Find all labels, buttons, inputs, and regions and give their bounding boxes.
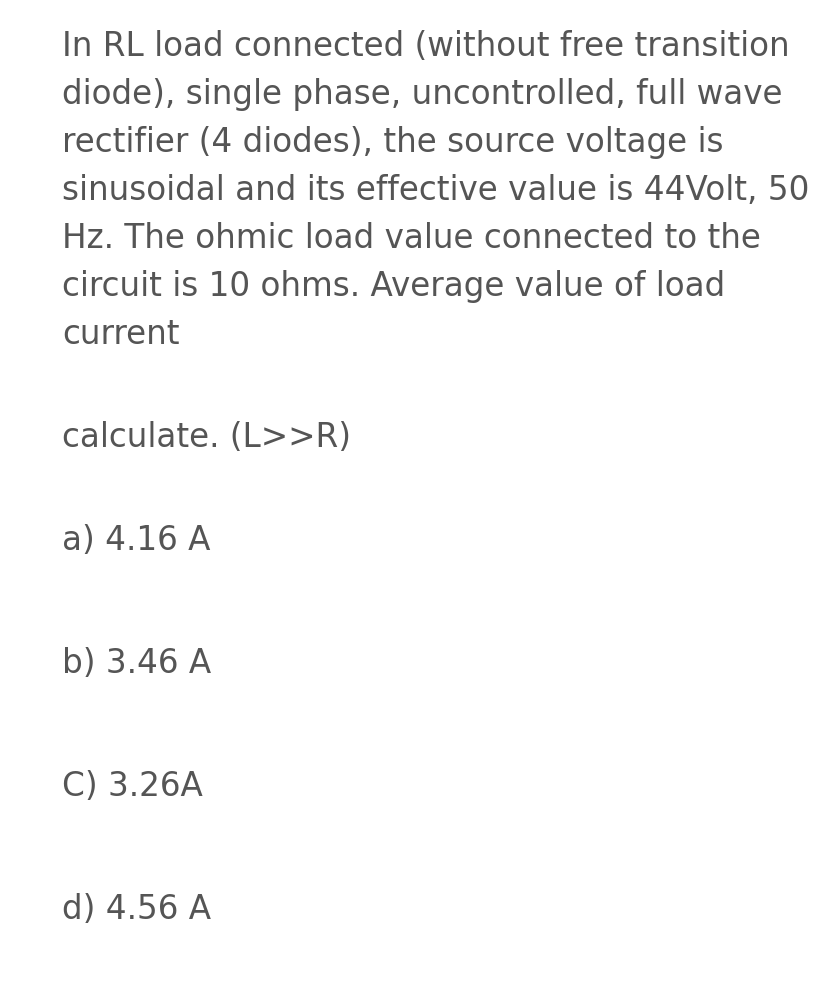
- Text: In RL load connected (without free transition: In RL load connected (without free trans…: [62, 30, 789, 63]
- Text: sinusoidal and its effective value is 44Volt, 50: sinusoidal and its effective value is 44…: [62, 174, 809, 207]
- Text: b) 3.46 A: b) 3.46 A: [62, 647, 211, 680]
- Text: rectifier (4 diodes), the source voltage is: rectifier (4 diodes), the source voltage…: [62, 126, 723, 159]
- Text: d) 4.56 A: d) 4.56 A: [62, 893, 211, 926]
- Text: C) 3.26A: C) 3.26A: [62, 770, 203, 803]
- Text: diode), single phase, uncontrolled, full wave: diode), single phase, uncontrolled, full…: [62, 78, 782, 111]
- Text: Hz. The ohmic load value connected to the: Hz. The ohmic load value connected to th…: [62, 222, 760, 255]
- Text: circuit is 10 ohms. Average value of load: circuit is 10 ohms. Average value of loa…: [62, 270, 724, 303]
- Text: a) 4.16 A: a) 4.16 A: [62, 524, 210, 557]
- Text: current: current: [62, 318, 179, 351]
- Text: calculate. (L>>R): calculate. (L>>R): [62, 421, 351, 454]
